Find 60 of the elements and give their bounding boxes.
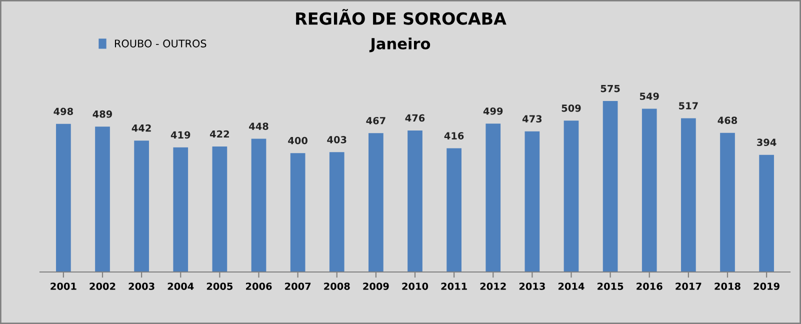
data-label: 575 (600, 84, 620, 92)
legend-label: ROUBO - OUTROS (114, 40, 206, 48)
bar (368, 133, 384, 272)
bar (602, 101, 618, 272)
x-tick-label: 2016 (636, 282, 662, 290)
bar (720, 132, 735, 272)
x-tick-label: 2013 (519, 282, 545, 290)
bar (524, 131, 540, 272)
bar (486, 124, 501, 272)
data-label: 448 (249, 122, 268, 130)
x-tick-label: 2006 (246, 282, 272, 290)
chart-subtitle: Janeiro (369, 38, 430, 52)
data-label: 467 (366, 116, 386, 124)
x-tick-label: 2001 (50, 282, 76, 290)
data-label: 476 (405, 114, 425, 122)
bar (56, 124, 71, 272)
data-label: 509 (562, 104, 581, 112)
data-label: 422 (210, 130, 229, 138)
x-tick-label: 2005 (206, 282, 233, 290)
bar (251, 138, 266, 272)
bar (173, 147, 188, 272)
data-label: 416 (444, 132, 464, 140)
data-label: 442 (132, 124, 151, 132)
x-tick-label: 2018 (714, 282, 740, 290)
x-tick-label: 2002 (90, 282, 116, 290)
bar (446, 148, 462, 272)
x-tick-label: 2017 (676, 282, 702, 290)
bar (759, 154, 774, 272)
x-tick-label: 2011 (441, 282, 467, 290)
data-label: 498 (54, 108, 73, 116)
chart-title: REGIÃO DE SOROCABA (296, 8, 506, 25)
bar (329, 152, 344, 272)
x-tick-label: 2008 (324, 282, 350, 290)
bar (95, 126, 110, 272)
x-tick-label: 2003 (128, 282, 154, 290)
data-label: 394 (757, 138, 776, 146)
data-label: 419 (170, 131, 190, 139)
bar (290, 153, 306, 272)
x-tick-label: 2007 (285, 282, 311, 290)
data-label: 489 (92, 110, 112, 118)
data-label: 468 (718, 116, 738, 124)
x-tick-label: 2010 (402, 282, 428, 290)
x-tick-label: 2012 (480, 282, 506, 290)
bar (642, 108, 657, 272)
bar (212, 146, 228, 272)
bar (134, 140, 149, 272)
x-tick-label: 2019 (754, 282, 780, 290)
bar (408, 130, 422, 272)
data-label: 499 (483, 107, 503, 115)
x-tick-label: 2015 (598, 282, 624, 290)
data-label: 473 (522, 115, 542, 123)
bar (681, 118, 696, 272)
data-label: 517 (679, 102, 698, 110)
data-label: 549 (640, 92, 659, 100)
x-tick-label: 2004 (168, 282, 194, 290)
x-tick-label: 2014 (558, 282, 584, 290)
bar (564, 120, 579, 272)
x-tick-label: 2009 (363, 282, 389, 290)
data-label: 403 (327, 136, 346, 144)
data-label: 400 (288, 136, 308, 144)
